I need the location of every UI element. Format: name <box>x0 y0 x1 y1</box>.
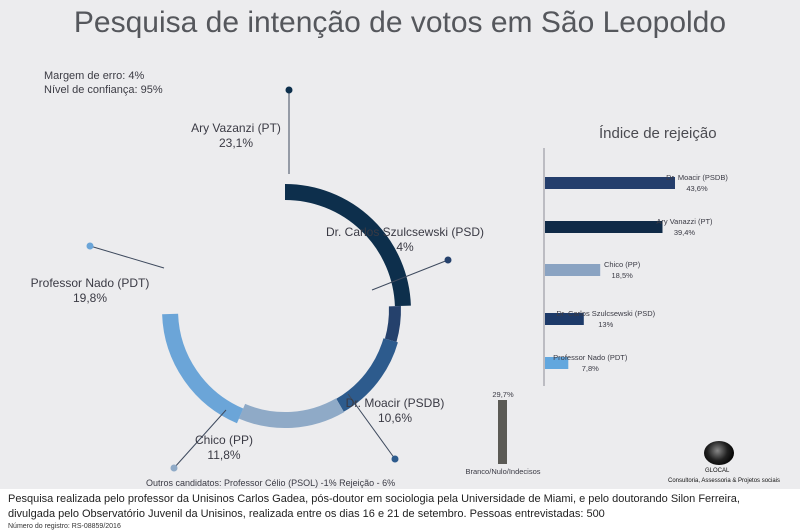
rejection-label-professor-nado-pdt: Professor Nado (PDT) <box>553 353 628 362</box>
footer: Pesquisa realizada pelo professor da Uni… <box>0 489 800 532</box>
blank-null-bar <box>498 400 507 464</box>
rejection-bar-dr-carlos-szulcsewski-psd <box>545 313 584 325</box>
leader-line-chico-pp <box>173 409 227 469</box>
logo-subtitle: Consultoria, Assessoria & Projetos socia… <box>668 478 781 484</box>
charts-canvas: Ary Vazanzi (PT)23,1% Dr. Carlos Szulcsew… <box>31 86 728 488</box>
leader-dot-dr-moacir-psdb <box>391 455 399 463</box>
slice-value-professor-nado-pdt: 19,8% <box>73 291 107 305</box>
rejection-value-ary-vanazzi-pt: 39,4% <box>674 228 696 237</box>
pie-slice-chico-pp <box>238 398 344 429</box>
leader-dot-dr-carlos-szulcsewski-psd <box>444 256 452 264</box>
rejection-label-dr-moacir-psdb: Dr. Moacir (PSDB) <box>666 173 728 182</box>
rejection-bar-chico-pp <box>545 264 601 276</box>
slice-value-dr-moacir-psdb: 10,6% <box>378 411 412 425</box>
rejection-title: Índice de rejeição <box>599 125 717 142</box>
slice-value-dr-carlos-szulcsewski-psd: 4% <box>396 240 414 254</box>
blank-null-value: 29,7% <box>492 390 514 399</box>
rejection-label-chico-pp: Chico (PP) <box>604 260 641 269</box>
rejection-bar-professor-nado-pdt <box>545 357 569 369</box>
leader-line-professor-nado-pdt <box>89 245 165 269</box>
rejection-value-professor-nado-pdt: 7,8% <box>582 364 599 373</box>
other-candidates-note: Outros candidatos: Professor Célio (PSOL… <box>146 478 395 488</box>
slice-label-dr-carlos-szulcsewski-psd: Dr. Carlos Szulcsewski (PSD) <box>326 225 484 239</box>
slice-value-chico-pp: 11,8% <box>207 448 240 462</box>
footer-line-1: Pesquisa realizada pelo professor da Uni… <box>8 493 740 505</box>
slice-label-dr-moacir-psdb: Dr. Moacir (PSDB) <box>346 396 445 410</box>
registration-number: Número do registro: RS-08859/2016 <box>8 523 121 530</box>
rejection-value-dr-moacir-psdb: 43,6% <box>686 184 708 193</box>
pie-slice-ary-vazanzi-pt <box>284 184 411 307</box>
slice-value-ary-vazanzi-pt: 23,1% <box>219 136 253 150</box>
glocal-logo <box>704 441 734 465</box>
blank-null-label: Branco/Nulo/Indecisos <box>465 467 540 476</box>
rejection-bar-ary-vanazzi-pt <box>545 221 663 233</box>
rejection-value-dr-carlos-szulcsewski-psd: 13% <box>598 320 613 329</box>
leader-line-dr-carlos-szulcsewski-psd <box>371 259 449 291</box>
rejection-label-ary-vanazzi-pt: Ary Vanazzi (PT) <box>656 217 713 226</box>
pie-slice-dr-carlos-szulcsewski-psd <box>384 305 401 342</box>
rejection-label-dr-carlos-szulcsewski-psd: Dr. Carlos Szulcsewski (PSD) <box>556 309 655 318</box>
margin-of-error: Margem de erro: 4% <box>44 70 145 82</box>
leader-line-dr-moacir-psdb <box>347 393 396 460</box>
slice-label-professor-nado-pdt: Professor Nado (PDT) <box>31 276 150 290</box>
leader-dot-chico-pp <box>170 464 178 472</box>
logo-name: GLOCAL <box>705 468 730 474</box>
confidence-level: Nível de confiança: 95% <box>44 84 163 96</box>
slice-label-ary-vazanzi-pt: Ary Vazanzi (PT) <box>191 121 281 135</box>
rejection-bar-dr-moacir-psdb <box>545 177 675 189</box>
pie-slice-professor-nado-pdt <box>162 313 244 424</box>
leader-dot-ary-vazanzi-pt <box>285 86 293 94</box>
footer-line-2: divulgada pelo Observatório Juvenil da U… <box>8 508 605 520</box>
pie-slice-dr-moacir-psdb <box>336 338 398 412</box>
rejection-value-chico-pp: 18,5% <box>612 271 634 280</box>
slice-label-chico-pp: Chico (PP) <box>195 433 253 447</box>
leader-dot-professor-nado-pdt <box>86 242 94 250</box>
page-title: Pesquisa de intenção de votos em São Leo… <box>73 6 727 39</box>
